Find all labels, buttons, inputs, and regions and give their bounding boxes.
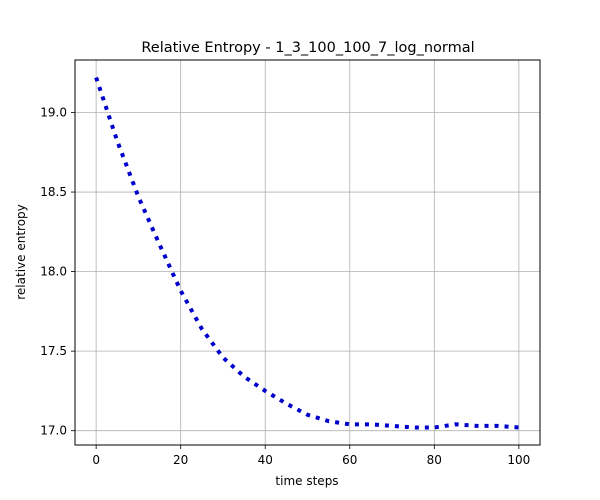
x-axis: 0 20 40 60 80 100 xyxy=(92,445,530,467)
plot-area xyxy=(94,76,520,430)
x-tick-label: 0 xyxy=(92,453,100,467)
x-tick-label: 40 xyxy=(258,453,273,467)
y-axis: 17.0 17.5 18.0 18.5 19.0 xyxy=(40,106,75,438)
y-tick-label: 18.5 xyxy=(40,185,67,199)
x-axis-label: time steps xyxy=(275,474,338,488)
chart-title: Relative Entropy - 1_3_100_100_7_log_nor… xyxy=(141,40,474,56)
y-tick-label: 18.0 xyxy=(40,265,67,279)
y-tick-label: 17.0 xyxy=(40,424,67,438)
grid xyxy=(75,60,540,445)
x-tick-label: 20 xyxy=(173,453,188,467)
series-line xyxy=(94,76,520,430)
axes-frame xyxy=(74,59,541,446)
x-tick-label: 60 xyxy=(342,453,357,467)
y-tick-label: 17.5 xyxy=(40,344,67,358)
y-tick-label: 19.0 xyxy=(40,106,67,120)
y-axis-label: relative entropy xyxy=(14,204,28,300)
x-tick-label: 100 xyxy=(507,453,530,467)
x-tick-label: 80 xyxy=(427,453,442,467)
